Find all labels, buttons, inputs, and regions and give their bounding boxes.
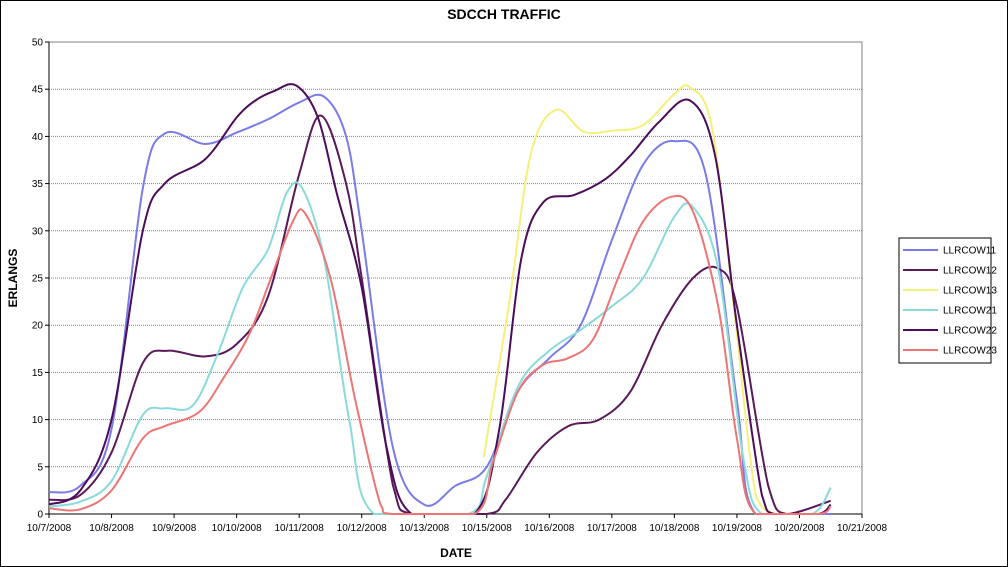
x-tick-label: 10/10/2008: [212, 523, 262, 534]
x-tick-label: 10/7/2008: [27, 523, 72, 534]
series-line-llrcow12: [48, 114, 831, 516]
chart-title: SDCCH TRAFFIC: [447, 6, 561, 22]
x-tick-label: 10/12/2008: [337, 523, 387, 534]
series-layer: [48, 83, 832, 516]
y-tick-label: 20: [32, 321, 44, 332]
legend-label-llrcow23: LLRCOW23: [943, 346, 997, 357]
x-tick-label: 10/9/2008: [152, 523, 197, 534]
y-tick-label: 40: [32, 132, 44, 143]
y-axis-title: ERLANGS: [6, 249, 20, 308]
x-tick-label: 10/11/2008: [274, 523, 324, 534]
legend-box: [898, 237, 992, 364]
legend-label-llrcow11: LLRCOW11: [943, 246, 997, 257]
y-tick-label: 30: [32, 226, 44, 237]
y-tick-label: 50: [32, 38, 44, 49]
y-tick-label: 0: [37, 510, 43, 521]
legend-label-llrcow21: LLRCOW21: [943, 306, 997, 317]
x-tick-label: 10/17/2008: [587, 523, 637, 534]
x-tick-label: 10/16/2008: [524, 523, 574, 534]
y-tick-label: 15: [32, 368, 44, 379]
x-tick-label: 10/15/2008: [462, 523, 512, 534]
y-tick-label: 25: [32, 274, 44, 285]
series-line-llrcow23: [48, 194, 832, 516]
x-tick-label: 10/8/2008: [89, 523, 134, 534]
legend-items: LLRCOW11 LLRCOW12 LLRCOW13 LLRCOW21 LLRCOW22…: [903, 246, 997, 357]
x-tick-labels: 10/7/2008 10/8/2008 10/9/2008 10/10/2008 10/…: [27, 523, 888, 534]
series-line-llrcow11: [48, 93, 831, 516]
y-tick-label: 45: [32, 85, 44, 96]
x-tick-label: 10/18/2008: [649, 523, 699, 534]
x-tick-label: 10/20/2008: [774, 523, 824, 534]
y-tick-label: 10: [32, 415, 44, 426]
x-tick-label: 10/13/2008: [399, 523, 449, 534]
x-tick-label: 10/21/2008: [837, 523, 887, 534]
y-tick-label: 5: [37, 462, 43, 473]
legend-label-llrcow22: LLRCOW22: [943, 326, 997, 337]
legend-label-llrcow13: LLRCOW13: [943, 286, 997, 297]
x-axis-title: DATE: [440, 546, 472, 560]
y-tick-label: 35: [32, 179, 44, 190]
grid-layer: [45, 41, 863, 518]
legend: LLRCOW11 LLRCOW12 LLRCOW13 LLRCOW21 LLRCOW22…: [898, 237, 997, 364]
y-tick-labels: 0 5 10 15 20 25 30 35 40 45 50: [32, 38, 44, 521]
x-tick-label: 10/19/2008: [712, 523, 762, 534]
legend-label-llrcow12: LLRCOW12: [943, 266, 997, 277]
